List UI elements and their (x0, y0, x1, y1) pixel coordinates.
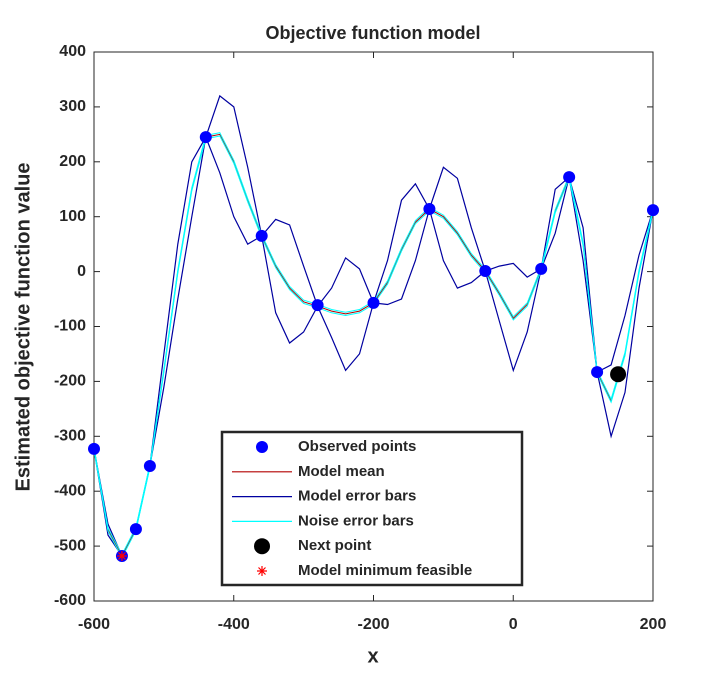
observed-point (591, 366, 604, 379)
observed-point (199, 131, 212, 144)
y-tick-label: -200 (54, 373, 86, 390)
y-tick-label: -300 (54, 428, 86, 445)
legend-marker (257, 566, 267, 576)
observed-point (535, 262, 548, 275)
x-axis-label: x (367, 645, 378, 667)
legend-label: Model minimum feasible (298, 562, 472, 579)
observed-point (647, 204, 659, 217)
legend-label: Model error bars (298, 488, 416, 505)
observed-point (143, 459, 156, 472)
y-tick-label: 200 (59, 153, 86, 170)
y-tick-label: 400 (59, 43, 86, 60)
legend-label: Next point (298, 537, 371, 554)
model-minimum (116, 550, 127, 561)
observed-point (88, 442, 100, 455)
legend-marker (256, 441, 268, 453)
x-tick-label: -200 (357, 616, 389, 633)
y-tick-label: -400 (54, 482, 86, 499)
observed-point (367, 296, 380, 309)
next-point (610, 366, 627, 383)
x-tick-label: 0 (509, 616, 518, 633)
observed-point (255, 229, 268, 242)
x-tick-label: 200 (640, 616, 667, 633)
legend-label: Model mean (298, 463, 385, 480)
observed-point (129, 523, 142, 536)
y-tick-label: -600 (54, 592, 86, 609)
legend-label: Observed points (298, 438, 416, 455)
legend-box (220, 430, 524, 587)
y-tick-label: 100 (59, 208, 86, 225)
x-tick-label: -600 (78, 616, 110, 633)
y-tick-label: -500 (54, 537, 86, 554)
legend-label: Noise error bars (298, 512, 414, 529)
chart-title: Objective function model (265, 23, 480, 43)
observed-point (311, 299, 324, 312)
y-axis-label: Estimated objective function value (12, 163, 34, 492)
observed-point (479, 265, 492, 278)
y-tick-label: 0 (77, 263, 86, 280)
y-tick-label: -100 (54, 318, 86, 335)
legend-marker (254, 538, 270, 555)
observed-point (563, 171, 576, 184)
y-tick-label: 300 (59, 98, 86, 115)
observed-point (423, 203, 436, 216)
x-tick-label: -400 (218, 616, 250, 633)
